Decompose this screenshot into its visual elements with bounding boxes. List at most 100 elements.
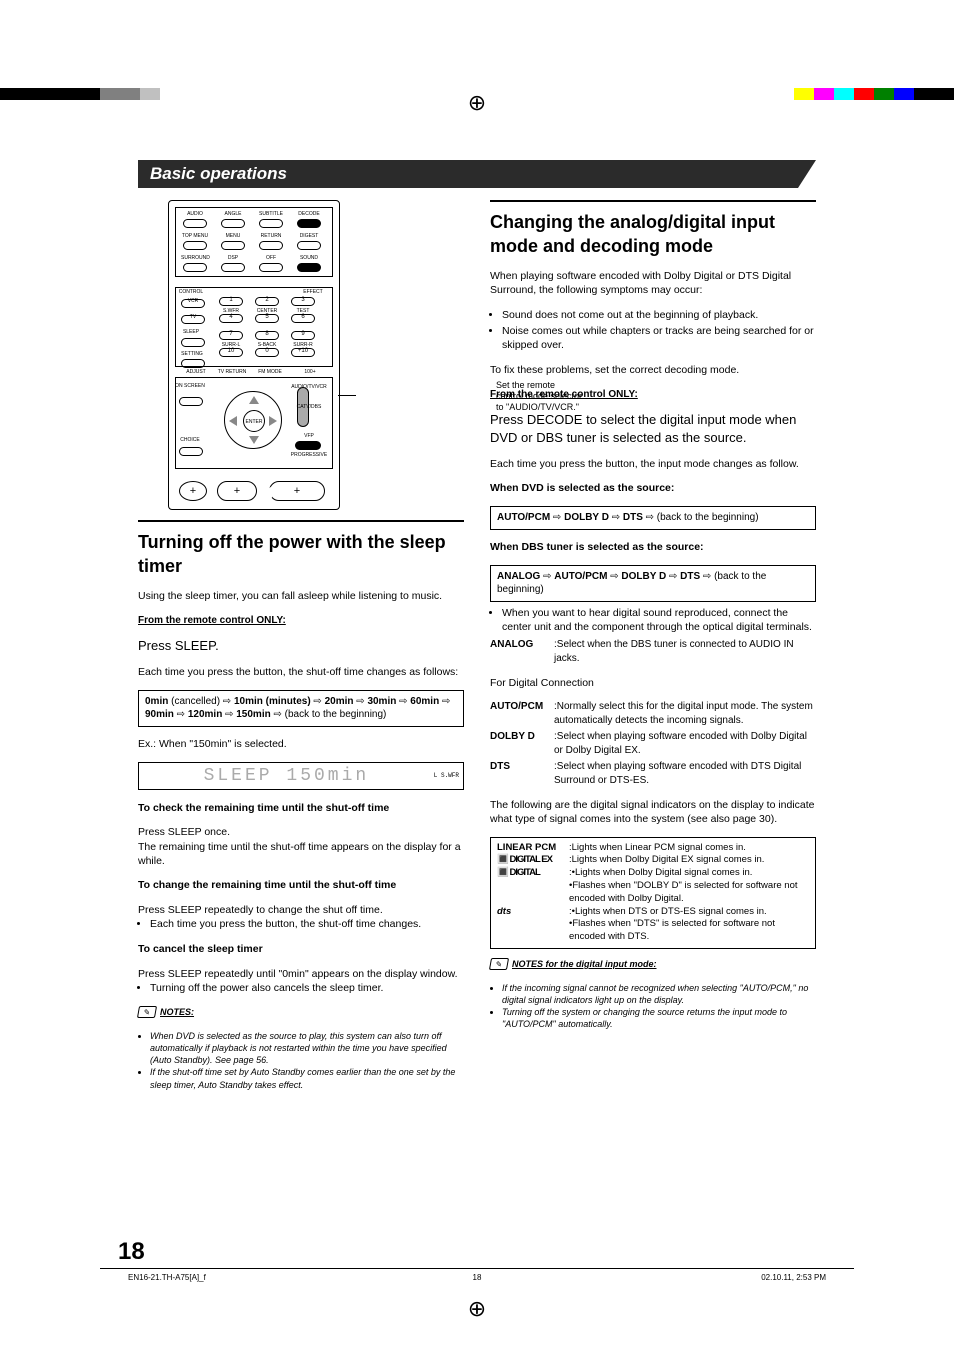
remote-callout: Set the remote control mode selector to … xyxy=(496,380,584,412)
symptom-2: Noise comes out while chapters or tracks… xyxy=(502,324,816,352)
ind-dig-def1: :•Lights when Dolby Digital signal comes… xyxy=(569,867,803,880)
notes-icon-right: ✎ xyxy=(489,958,509,970)
remote-label-menu: MENU xyxy=(219,233,247,240)
label-onscreen: ON SCREEN xyxy=(175,383,205,390)
remote-num-lbl-2: 2 xyxy=(255,296,279,304)
remote-diagram: ENTER AUDIO/TV/VCR CATV/DBS VFP PROGRESS… xyxy=(138,200,464,520)
remote-btn-subtitle xyxy=(259,219,283,228)
remote-btn-decode xyxy=(297,219,321,228)
remote-label-angle: ANGLE xyxy=(219,211,247,218)
lcd-text: SLEEP 150min xyxy=(139,764,434,788)
ind-dex-term: 🔳 DIGITAL EX xyxy=(497,854,569,867)
decoding-heading: Changing the analog/digital input mode a… xyxy=(490,210,816,259)
remote-btn-digest xyxy=(297,241,321,250)
autopcm-term: AUTO/PCM xyxy=(490,700,550,714)
remote-label-audio: AUDIO xyxy=(181,211,209,218)
notes-icon: ✎ xyxy=(137,1006,157,1018)
progressive-button xyxy=(295,441,321,450)
remote-label-effect: EFFECT xyxy=(299,289,327,296)
dvd-source-heading: When DVD is selected as the source: xyxy=(490,481,816,495)
change-heading: To change the remaining time until the s… xyxy=(138,879,396,891)
label-vfp: VFP xyxy=(291,433,327,440)
remote-btn-menu xyxy=(221,241,245,250)
footer-right: 02.10.11, 2:53 PM xyxy=(761,1273,826,1282)
mode-label-catv: CATV/DBS xyxy=(289,404,329,411)
note-left-1: When DVD is selected as the source to pl… xyxy=(150,1030,464,1066)
check-heading: To check the remaining time until the sh… xyxy=(138,802,389,814)
check-line2: The remaining time until the shut-off ti… xyxy=(138,840,464,868)
remote-btn-setting xyxy=(181,359,205,368)
lcd-badge: L S.WFR xyxy=(434,773,463,779)
want-digital: When you want to hear digital sound repr… xyxy=(502,606,816,634)
following-line: The following are the digital signal ind… xyxy=(490,798,816,826)
autopcm-def: :Normally select this for the digital in… xyxy=(554,700,816,727)
symptom-1: Sound does not come out at the beginning… xyxy=(502,308,816,322)
remote-lbl-surrl: SURR-L xyxy=(217,342,245,349)
vol-rocker-3: + xyxy=(269,481,325,501)
remote-label-surround: SURROUND xyxy=(181,255,209,262)
press-decode: Press DECODE to select the digital input… xyxy=(490,411,816,446)
remote-label-sound: SOUND xyxy=(295,255,323,262)
ind-dex-def: :Lights when Dolby Digital EX signal com… xyxy=(569,854,803,867)
mode-label-audio: AUDIO/TV/VCR xyxy=(289,384,329,391)
note-right-2: Turning off the system or changing the s… xyxy=(502,1006,816,1030)
ind-lpcm-term: LINEAR PCM xyxy=(497,842,569,855)
remote-btn-off xyxy=(259,263,283,272)
remote-label-decode: DECODE xyxy=(295,211,323,218)
d-pad: ENTER xyxy=(224,391,282,449)
enter-button: ENTER xyxy=(243,410,265,432)
remote-lbl-surrr: SURR-R xyxy=(289,342,317,349)
ind-dts-term: dts xyxy=(497,906,569,919)
remote-label-top menu: TOP MENU xyxy=(181,233,209,240)
page-number: 18 xyxy=(118,1238,145,1266)
remote-btn-audio xyxy=(183,219,207,228)
remote-lbl-adjust: ADJUST xyxy=(179,369,213,376)
notes-list-left: When DVD is selected as the source to pl… xyxy=(138,1030,464,1091)
analog-term: ANALOG xyxy=(490,638,550,652)
remote-lbl-fmmode: FM MODE xyxy=(253,369,287,376)
remote-num-lbl-9: 9 xyxy=(291,330,315,338)
analog-def: :Select when the DBS tuner is connected … xyxy=(554,638,816,665)
remote-lbl-vcr: VCR xyxy=(181,298,205,305)
label-choice: CHOICE xyxy=(175,437,205,444)
remote-lbl-center: CENTER xyxy=(253,308,281,315)
registration-mark-bottom: ⊕ xyxy=(0,1296,954,1322)
sleep-timer-heading: Turning off the power with the sleep tim… xyxy=(138,530,464,579)
lcd-display: SLEEP 150min L S.WFR xyxy=(138,762,464,790)
content-columns: ENTER AUDIO/TV/VCR CATV/DBS VFP PROGRESS… xyxy=(138,200,816,1212)
dbs-sequence-box: ANALOG ⇨ AUTO/PCM ⇨ DOLBY D ⇨ DTS ⇨ (bac… xyxy=(490,565,816,602)
choice-button xyxy=(179,447,203,456)
dolbyd-def: :Select when playing software encoded wi… xyxy=(554,730,816,757)
each-time-left: Each time you press the button, the shut… xyxy=(138,665,464,679)
sleep-sequence-box: 0min (cancelled) ⇨ 10min (minutes) ⇨ 20m… xyxy=(138,690,464,727)
right-column: Changing the analog/digital input mode a… xyxy=(490,200,816,1212)
note-left-2: If the shut-off time set by Auto Standby… xyxy=(150,1066,464,1090)
remote-btn-surround xyxy=(183,263,207,272)
cancel-line1: Press SLEEP repeatedly until "0min" appe… xyxy=(138,967,464,981)
notes-list-right: If the incoming signal cannot be recogni… xyxy=(490,982,816,1031)
press-sleep: Press SLEEP. xyxy=(138,637,464,655)
remote-btn-return xyxy=(259,241,283,250)
notes-label-left: NOTES: xyxy=(160,1007,194,1017)
dvd-sequence-box: AUTO/PCM ⇨ DOLBY D ⇨ DTS ⇨ (back to the … xyxy=(490,506,816,530)
cancel-line2: Turning off the power also cancels the s… xyxy=(150,981,464,995)
dts-def: :Select when playing software encoded wi… xyxy=(554,760,816,787)
remote-label-subtitle: SUBTITLE xyxy=(257,211,285,218)
remote-num-lbl-3: 3 xyxy=(291,296,315,304)
remote-num-lbl-8: 8 xyxy=(255,330,279,338)
remote-lbl-tv: TV xyxy=(181,314,205,321)
label-progressive: PROGRESSIVE xyxy=(285,452,333,459)
vol-rocker-1: + xyxy=(179,481,207,501)
remote-lbl-tvreturn: TV RETURN xyxy=(215,369,249,376)
remote-label-off: OFF xyxy=(257,255,285,262)
change-line1: Press SLEEP repeatedly to change the shu… xyxy=(138,903,464,917)
remote-lbl-test: TEST xyxy=(289,308,317,315)
vol-rocker-2: + xyxy=(217,481,257,501)
ind-dts-def1: :•Lights when DTS or DTS-ES signal comes… xyxy=(569,906,803,919)
notes-label-right: NOTES for the digital input mode: xyxy=(512,959,657,969)
footer-left: EN16-21.TH-A75[A]_f xyxy=(128,1273,206,1282)
remote-lbl-100+: 100+ xyxy=(293,369,327,376)
remote-num-lbl-1: 1 xyxy=(219,296,243,304)
remote-btn-top menu xyxy=(183,241,207,250)
remote-outline: ENTER AUDIO/TV/VCR CATV/DBS VFP PROGRESS… xyxy=(168,200,340,510)
